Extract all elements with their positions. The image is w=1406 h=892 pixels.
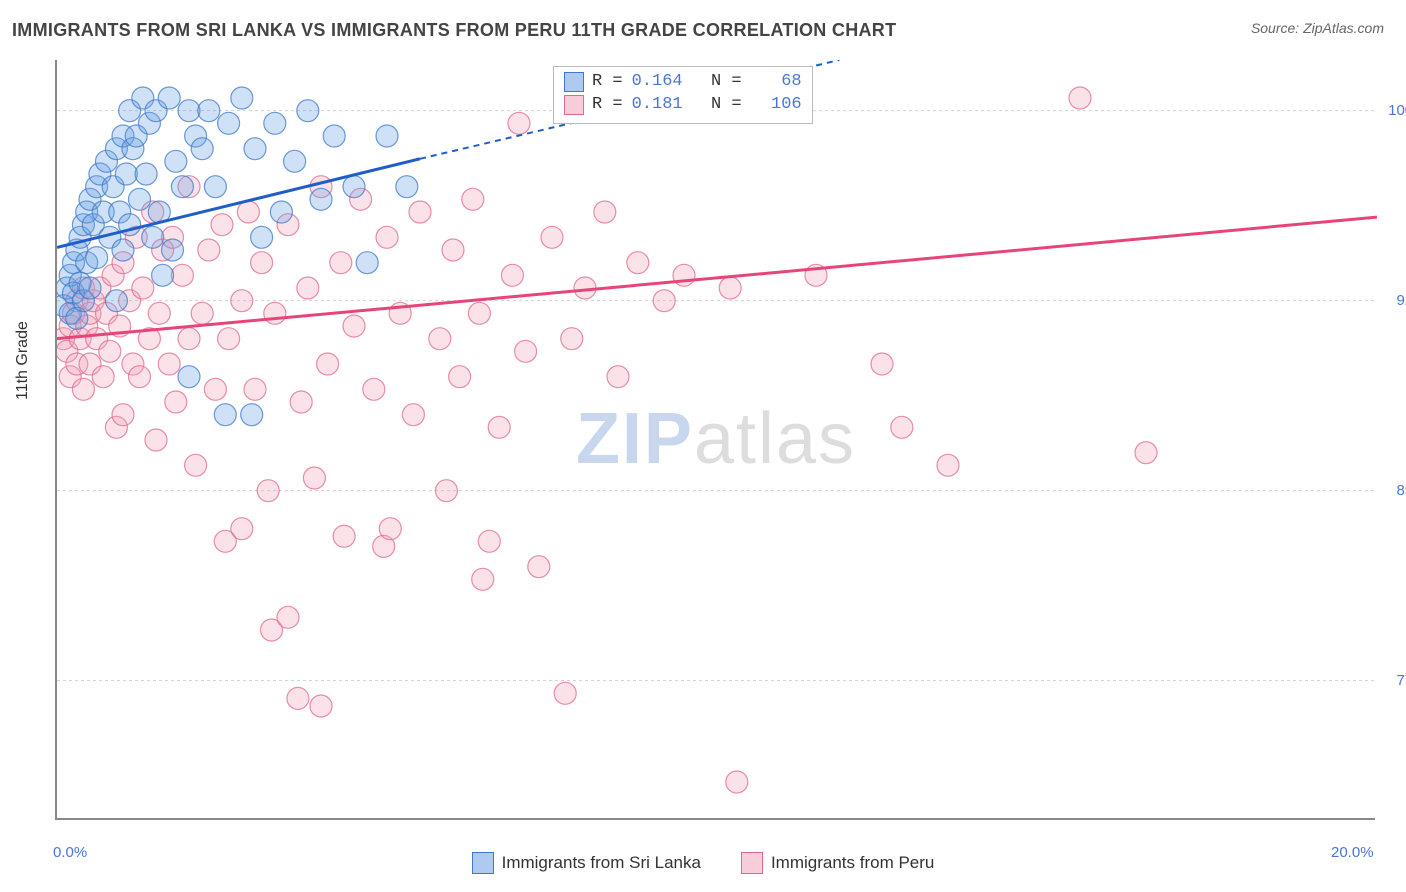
y-tick-label: 85.0% xyxy=(1379,482,1406,499)
legend-stats-row-2: R = 0.181 N = 106 xyxy=(564,94,802,117)
y-tick-label: 100.0% xyxy=(1379,102,1406,119)
stat-R-2: 0.181 xyxy=(631,94,683,117)
y-axis-label: 11th Grade xyxy=(14,321,32,400)
legend-swatch-1 xyxy=(564,72,584,92)
legend-bottom: Immigrants from Sri Lanka Immigrants fro… xyxy=(0,852,1406,874)
stat-N-1: 68 xyxy=(750,71,802,94)
legend-swatch-2 xyxy=(564,95,584,115)
y-tick-label: 77.5% xyxy=(1379,672,1406,689)
legend-item-1: Immigrants from Sri Lanka xyxy=(472,852,701,874)
y-tick-label: 92.5% xyxy=(1379,292,1406,309)
stat-N-2: 106 xyxy=(750,94,802,117)
legend-bottom-swatch-1 xyxy=(472,852,494,874)
legend-bottom-label-2: Immigrants from Peru xyxy=(771,853,934,873)
legend-bottom-label-1: Immigrants from Sri Lanka xyxy=(502,853,701,873)
legend-bottom-swatch-2 xyxy=(741,852,763,874)
chart-title: IMMIGRANTS FROM SRI LANKA VS IMMIGRANTS … xyxy=(12,20,896,40)
legend-stats-row-1: R = 0.164 N = 68 xyxy=(564,71,802,94)
source-label: Source: ZipAtlas.com xyxy=(1251,20,1384,36)
legend-item-2: Immigrants from Peru xyxy=(741,852,934,874)
plot-area: ZIPatlas xyxy=(55,60,1375,820)
x-tick-label: 20.0% xyxy=(1331,844,1374,861)
legend-stats-box: R = 0.164 N = 68 R = 0.181 N = 106 xyxy=(553,66,813,124)
stat-R-1: 0.164 xyxy=(631,71,683,94)
chart-header: IMMIGRANTS FROM SRI LANKA VS IMMIGRANTS … xyxy=(12,20,1394,48)
x-tick-label: 0.0% xyxy=(53,844,87,861)
plot-svg xyxy=(57,60,1377,820)
